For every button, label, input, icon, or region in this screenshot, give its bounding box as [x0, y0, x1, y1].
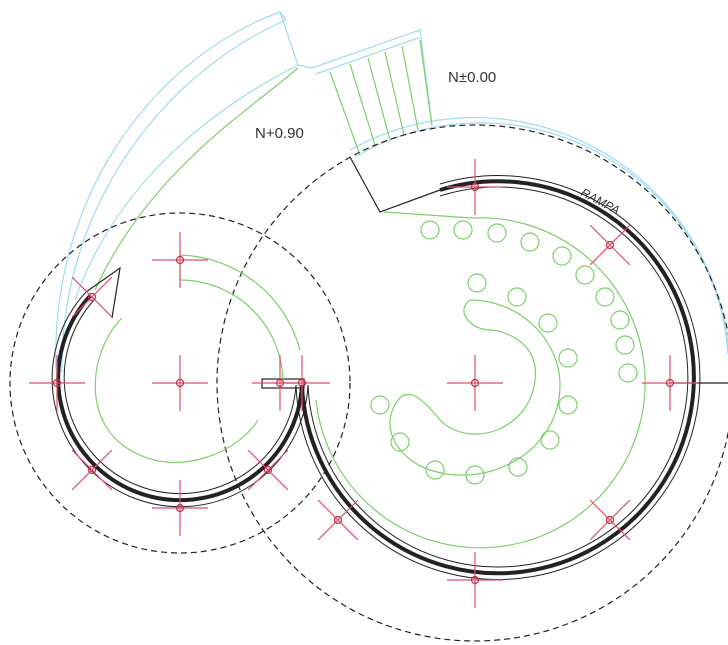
axis-node — [470, 378, 480, 388]
small-circle — [9, 212, 351, 554]
ramp-lines — [94, 211, 646, 549]
columns — [370, 220, 638, 485]
axis-marker — [447, 159, 503, 215]
column — [508, 457, 528, 477]
axis-line — [71, 449, 113, 491]
column — [425, 460, 445, 480]
axis-marker — [71, 449, 113, 491]
column — [552, 246, 572, 266]
axis-node — [52, 378, 62, 388]
stairs — [94, 39, 433, 291]
column — [618, 363, 638, 383]
axis-node — [605, 240, 615, 250]
column — [390, 432, 410, 452]
column — [540, 430, 560, 450]
column — [558, 348, 578, 368]
level-label: N±0.00 — [448, 69, 496, 86]
axis-node — [665, 378, 675, 388]
column — [575, 265, 595, 285]
axis-marker — [152, 480, 208, 536]
axis-node — [87, 465, 97, 475]
axis-node — [175, 378, 185, 388]
column — [467, 273, 487, 293]
large-circle — [216, 124, 728, 642]
axis-marker — [71, 276, 113, 318]
axis-marker — [152, 355, 208, 411]
outer-outline — [55, 11, 728, 373]
axis-line — [247, 449, 289, 491]
column — [538, 313, 558, 333]
walls — [51, 156, 728, 581]
axis-node — [470, 575, 480, 585]
axis-line — [589, 224, 631, 266]
axis-marker — [447, 552, 503, 608]
column — [595, 287, 615, 307]
column — [610, 310, 630, 330]
axis-line — [71, 276, 113, 318]
axis-marker — [589, 224, 631, 266]
axis-marker — [152, 232, 208, 288]
axis-node — [175, 503, 185, 513]
axis-marker — [589, 499, 631, 541]
axis-marker — [447, 355, 503, 411]
column — [520, 232, 540, 252]
column — [507, 287, 527, 307]
column — [487, 223, 507, 243]
axis-node — [263, 465, 273, 475]
column — [615, 335, 635, 355]
axis-node — [87, 292, 97, 302]
column — [420, 220, 440, 240]
column — [453, 220, 473, 240]
axis-marker — [317, 499, 359, 541]
axis-marker — [274, 355, 330, 411]
axis-marker — [29, 355, 85, 411]
axis-markers — [29, 159, 698, 608]
axis-marker — [247, 449, 289, 491]
axis-node — [297, 378, 307, 388]
axis-line — [589, 499, 631, 541]
level-label: N+0.90 — [255, 125, 304, 142]
column — [370, 395, 390, 415]
axis-node — [175, 255, 185, 265]
column — [465, 465, 485, 485]
axis-node — [605, 515, 615, 525]
axis-marker — [642, 355, 698, 411]
axis-node — [333, 515, 343, 525]
axis-node — [470, 182, 480, 192]
column — [558, 395, 578, 415]
axis-line — [317, 499, 359, 541]
